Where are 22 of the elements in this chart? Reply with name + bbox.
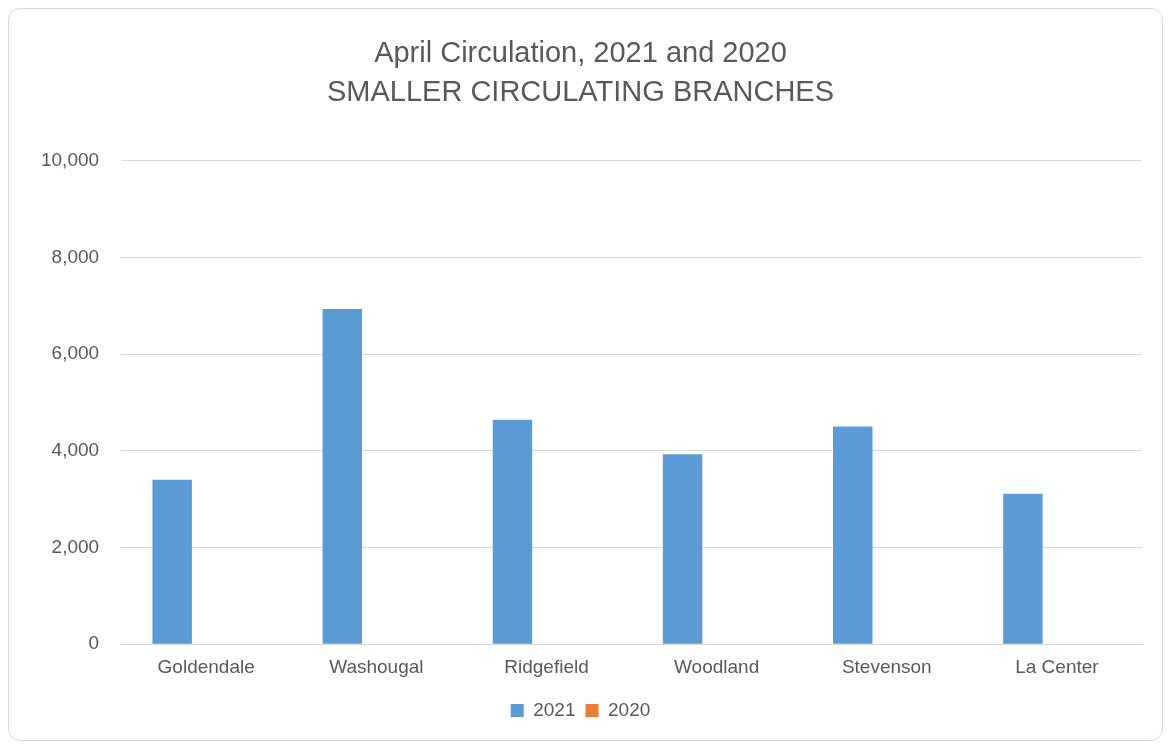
bar — [322, 309, 363, 644]
legend-label: 2020 — [608, 698, 651, 720]
legend-label: 2021 — [533, 698, 576, 720]
y-tick-label: 8,000 — [51, 245, 100, 267]
bar — [662, 454, 703, 644]
y-tick-label: 10,000 — [40, 148, 100, 170]
bar — [833, 426, 873, 644]
y-tick-label: 2,000 — [51, 535, 100, 557]
y-tick-label: 4,000 — [51, 438, 100, 460]
x-tick-label: La Center — [1015, 655, 1100, 677]
chart-title: April Circulation, 2021 and 2020 — [374, 36, 787, 69]
x-tick-label: Washougal — [329, 655, 424, 677]
x-tick-label: Goldendale — [157, 655, 255, 677]
bar — [1003, 493, 1043, 644]
y-tick-label: 6,000 — [51, 342, 100, 364]
x-tick-label: Ridgefield — [504, 655, 589, 677]
bar — [152, 479, 192, 644]
x-tick-label: Stevenson — [841, 655, 932, 677]
x-tick-label: Woodland — [674, 655, 760, 677]
chart-subtitle: SMALLER CIRCULATING BRANCHES — [326, 75, 835, 108]
bar — [492, 419, 533, 644]
y-tick-label: 0 — [88, 632, 100, 654]
